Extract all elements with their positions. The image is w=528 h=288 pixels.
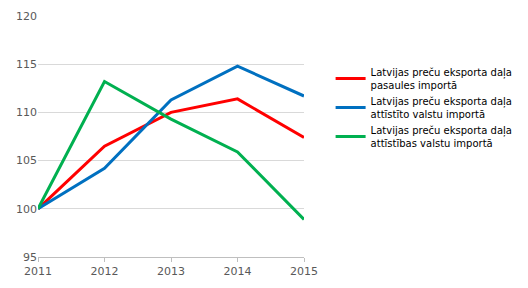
svg-text:2015: 2015 — [290, 265, 318, 278]
svg-text:2013: 2013 — [157, 265, 185, 278]
svg-text:Latvijas preču eksporta daļaat: Latvijas preču eksporta daļaattīstības v… — [371, 125, 512, 149]
svg-text:2014: 2014 — [224, 265, 252, 278]
svg-text:Latvijas preču eksporta daļapa: Latvijas preču eksporta daļapasaules imp… — [371, 67, 512, 91]
svg-text:115: 115 — [16, 58, 37, 71]
svg-text:105: 105 — [16, 154, 37, 167]
svg-text:95: 95 — [23, 251, 37, 264]
svg-text:2012: 2012 — [91, 265, 119, 278]
svg-text:120: 120 — [16, 10, 37, 23]
svg-text:100: 100 — [16, 203, 37, 216]
svg-text:2011: 2011 — [24, 265, 52, 278]
svg-text:Latvijas preču eksporta daļaat: Latvijas preču eksporta daļaattīstīto va… — [371, 96, 512, 120]
svg-text:110: 110 — [16, 106, 37, 119]
